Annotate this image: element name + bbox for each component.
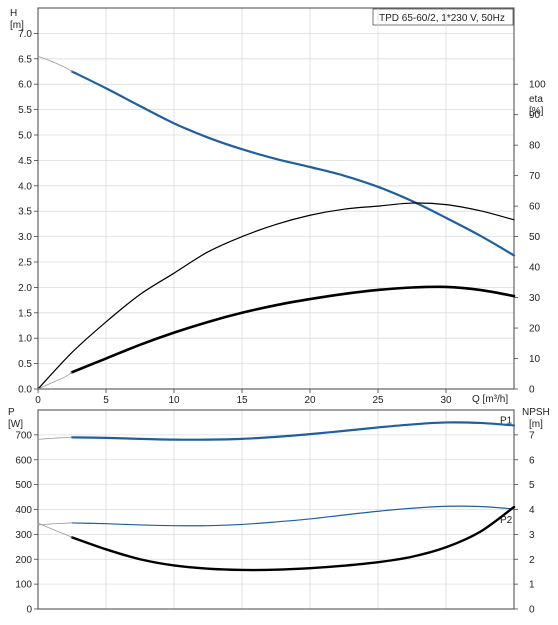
top-chart: 0.0 0.5 1.0 1.5 2.0 2.5 3.0 3.5 4.0 4.5 5.0 5.5 6.0 6… [18, 7, 546, 406]
top-y2label: eta [529, 94, 543, 105]
top-ytick-label: 5.5 [18, 105, 32, 116]
bottom-series-line-1 [37, 436, 73, 440]
top-ytick-label: 4.5 [18, 156, 32, 167]
bottom-ylabel: P [8, 407, 15, 418]
bottom-y2tick-label: 7 [529, 430, 535, 441]
bottom-series-line-3 [37, 522, 73, 526]
top-ylabel-unit: [m] [10, 20, 24, 31]
bottom-y2label: NPSH [522, 407, 550, 418]
bottom-ylabel-unit: [W] [8, 419, 23, 430]
top-ytick-label: 7.0 [18, 29, 32, 40]
bottom-ytick-label: 300 [15, 530, 32, 541]
top-ytick-label: 0.0 [18, 385, 32, 396]
title-box [372, 8, 514, 26]
top-xtick-label: 20 [304, 395, 316, 406]
top-ytick-label: 1.0 [18, 334, 32, 345]
top-y2tick-label: 0 [529, 385, 535, 396]
bottom-series-name-label: P2 [500, 515, 513, 526]
top-y2tick-label: 30 [529, 293, 541, 304]
top-series-line-2 [37, 202, 515, 390]
top-xtick-label: 10 [168, 395, 180, 406]
bottom-ytick-label: 500 [15, 480, 32, 491]
top-ytick-label: 2.5 [18, 258, 32, 269]
top-ytick-label: 6.5 [18, 54, 32, 65]
top-xtick-label: 0 [35, 395, 41, 406]
top-series-line-0 [70, 70, 516, 257]
bottom-y2tick-label: 0 [529, 605, 535, 616]
bottom-ytick-label: 200 [15, 555, 32, 566]
bottom-ytick-label: 0 [26, 605, 32, 616]
chart-title: TPD 65-60/2, 1*230 V, 50Hz [379, 13, 505, 24]
top-ytick-label: 2.0 [18, 283, 32, 294]
top-plot-frame [37, 7, 515, 390]
top-series-line-4 [37, 371, 73, 390]
bottom-y2label-unit: [m] [529, 419, 543, 430]
top-y2tick-label: 90 [529, 110, 541, 121]
top-y2label-unit: [%] [529, 106, 544, 117]
bottom-y2tick-label: 2 [529, 555, 535, 566]
top-series-line-1 [37, 55, 73, 72]
top-xtick-label: 15 [236, 395, 248, 406]
top-ytick-label: 0.5 [18, 359, 32, 370]
top-y2tick-label: 40 [529, 263, 541, 274]
top-xlabel: Q [m³/h] [472, 394, 508, 405]
top-xtick-label: 25 [372, 395, 384, 406]
bottom-y2tick-label: 6 [529, 455, 535, 466]
bottom-y2tick-label: 3 [529, 530, 535, 541]
top-ytick-label: 3.5 [18, 207, 32, 218]
bottom-ytick-label: 400 [15, 505, 32, 516]
bottom-series-name-label: P1 [500, 415, 513, 426]
bottom-y2tick-label: 1 [529, 580, 535, 591]
bottom-series-line-0 [70, 421, 516, 441]
top-xtick-label: 30 [440, 395, 452, 406]
top-y2tick-label: 100 [529, 80, 546, 91]
top-ytick-label: 3.0 [18, 232, 32, 243]
top-xtick-label: 5 [103, 395, 109, 406]
bottom-ytick-label: 100 [15, 580, 32, 591]
bottom-series-line-5 [37, 522, 73, 538]
bottom-series-line-4 [70, 505, 516, 572]
bottom-ytick-label: 600 [15, 455, 32, 466]
top-y2tick-label: 10 [529, 354, 541, 365]
top-y2tick-label: 80 [529, 141, 541, 152]
top-ytick-label: 6.0 [18, 80, 32, 91]
top-ytick-label: 4.0 [18, 181, 32, 192]
bottom-y2tick-label: 5 [529, 480, 535, 491]
bottom-y2tick-label: 4 [529, 505, 535, 516]
top-y2tick-label: 70 [529, 171, 541, 182]
top-ytick-label: 5.0 [18, 131, 32, 142]
bottom-series-line-2 [71, 505, 515, 527]
top-y2tick-label: 50 [529, 232, 541, 243]
top-series-line-3 [70, 285, 516, 374]
bottom-ytick-label: 700 [15, 430, 32, 441]
top-ytick-label: 1.5 [18, 308, 32, 319]
top-ylabel: H [10, 8, 17, 19]
top-y2tick-label: 60 [529, 202, 541, 213]
bottom-chart: 0 100 200 300 400 500 600 700 0 1 2 3 4 5 6 7 P1 P2 [15, 409, 535, 616]
top-y2tick-label: 20 [529, 324, 541, 335]
